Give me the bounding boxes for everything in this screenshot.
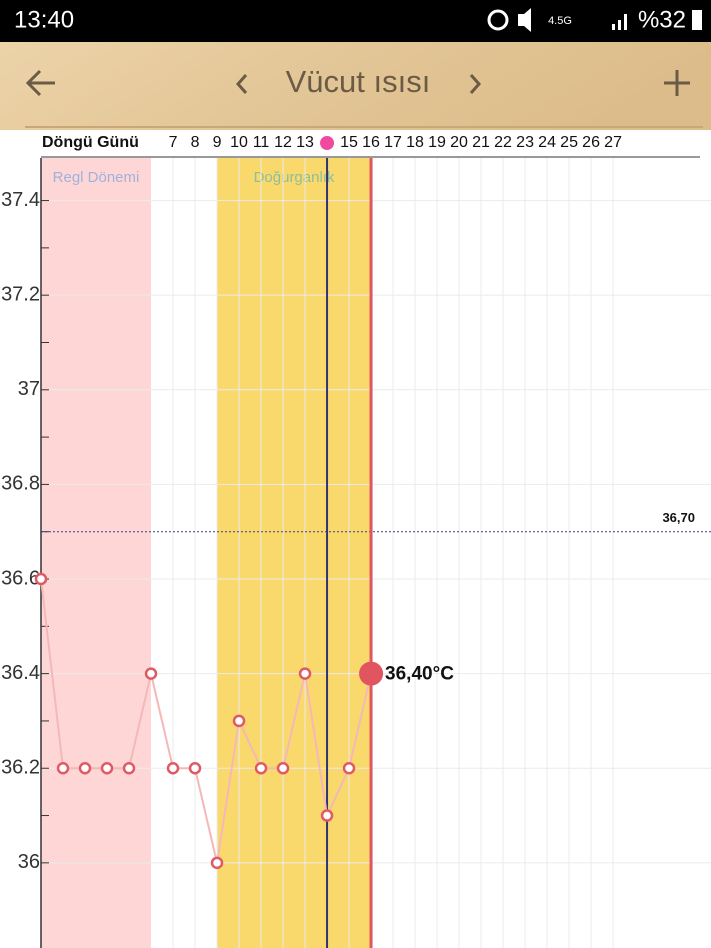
y-tick-label: 37.4 [1, 189, 40, 211]
temperature-point [320, 809, 334, 822]
x-tick-label: 13 [296, 134, 314, 151]
temperature-point [122, 761, 136, 775]
mute-icon [518, 8, 531, 32]
status-bar [0, 0, 711, 42]
temperature-point [78, 761, 92, 775]
temperature-point [342, 761, 356, 775]
header-title: Vücut ısısı [286, 64, 431, 99]
temperature-point [276, 761, 290, 775]
x-tick-label: 10 [230, 134, 248, 151]
temperature-point [254, 761, 268, 775]
prev-button[interactable] [235, 74, 248, 94]
temperature-point [210, 856, 224, 870]
x-tick-label: 12 [274, 134, 292, 151]
y-tick-label: 36.4 [1, 662, 40, 684]
x-tick-label: 16 [362, 134, 380, 151]
x-tick-label: 22 [494, 134, 512, 151]
temperature-point [56, 761, 70, 775]
battery-percent: %32 [638, 6, 686, 33]
x-tick-label: 25 [560, 134, 578, 151]
y-tick-label: 37.2 [1, 283, 40, 305]
temperature-point [188, 761, 202, 775]
signal-icon [612, 14, 627, 30]
x-tick-label: 21 [472, 134, 490, 151]
y-tick-label: 36.6 [1, 567, 40, 589]
y-tick-label: 36 [18, 851, 40, 873]
phase-label: Regl Dönemi [53, 169, 140, 186]
add-button[interactable] [664, 70, 690, 96]
y-tick-label: 36.8 [1, 473, 40, 495]
temperature-point [232, 714, 246, 728]
current-point [359, 661, 384, 686]
x-tick-label: 19 [428, 134, 446, 151]
x-tick-label: 24 [538, 134, 556, 151]
network-type: 4.5G [548, 15, 572, 27]
x-tick-label: 27 [604, 134, 622, 151]
x-tick-label: 9 [213, 134, 222, 151]
x-tick-label: 23 [516, 134, 534, 151]
x-tick-label: 8 [191, 134, 200, 151]
temperature-point [166, 761, 180, 775]
status-time: 13:40 [14, 6, 74, 33]
temperature-line [40, 578, 373, 864]
x-tick-label: 18 [406, 134, 424, 151]
phase-label: Doğurganlık [254, 169, 335, 186]
app-header [0, 42, 711, 130]
current-label: 36,40°C [385, 664, 454, 685]
phase-band [217, 158, 372, 948]
phase-band [41, 158, 152, 948]
battery-icon [692, 10, 702, 30]
y-tick-label: 36.2 [1, 757, 40, 779]
y-tick-label: 37 [18, 378, 40, 400]
back-button[interactable] [25, 69, 55, 97]
x-tick-label: 11 [253, 134, 270, 151]
x-tick-label: 7 [169, 134, 178, 151]
alarm-icon [487, 9, 509, 31]
x-tick-label: 17 [384, 134, 402, 151]
x-axis-label: Döngü Günü [42, 134, 139, 151]
temperature-point [298, 667, 312, 680]
today-dot [320, 136, 335, 150]
temperature-point [144, 667, 158, 680]
next-button[interactable] [469, 74, 482, 94]
reference-label: 36,70 [662, 510, 695, 525]
x-tick-label: 20 [450, 134, 468, 151]
x-tick-label: 26 [582, 134, 600, 151]
x-tick-label: 15 [340, 134, 358, 151]
temperature-point [100, 761, 114, 775]
temperature-point [34, 572, 48, 586]
